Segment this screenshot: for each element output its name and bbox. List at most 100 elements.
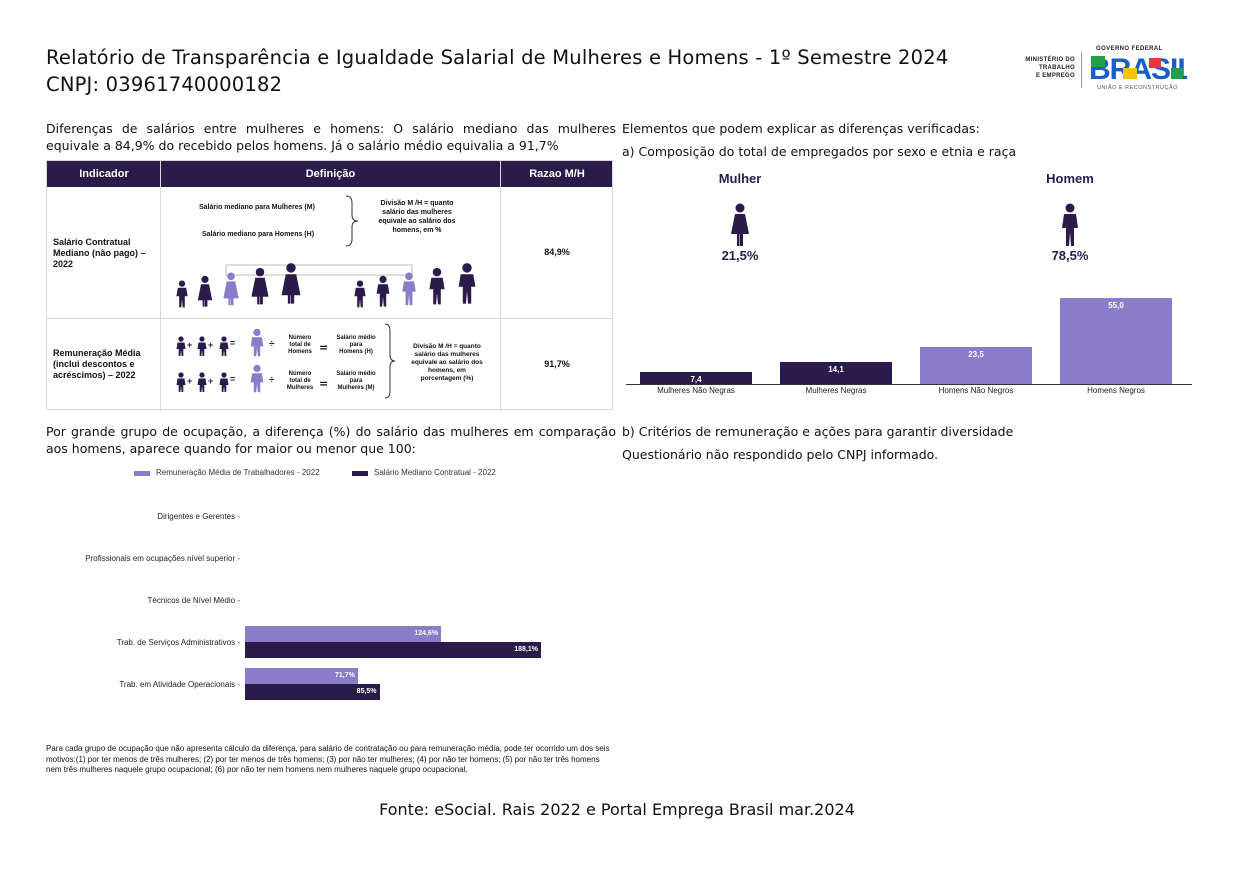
- equals-2: =: [319, 377, 329, 390]
- occupation-bar: [245, 668, 358, 684]
- occupation-bar: [245, 642, 541, 658]
- intro-text: Diferenças de salários entre mulheres e …: [46, 120, 616, 154]
- composition-value-label: 55,0: [1108, 301, 1124, 310]
- avg-women: Salário médio para Mulheres (M): [330, 371, 382, 392]
- row2-div-l1: Divisão M /H = quanto: [413, 343, 481, 350]
- slogan: UNIÃO E RECONSTRUÇÃO: [1097, 85, 1178, 91]
- occupation-value-label: 124,6%: [414, 630, 439, 637]
- man-label: Homem: [1046, 171, 1094, 186]
- row1-div-l3: equivale ao salário dos: [378, 218, 456, 225]
- formula-icons: + + + + = = ÷ ÷: [176, 329, 275, 393]
- occupation-value-label: 85,5%: [356, 688, 377, 695]
- table-header: Indicador Definição Razao M/H: [47, 161, 612, 187]
- occupation-category-label: Técnicos de Nível Médio -: [147, 596, 240, 605]
- page-title: Relatório de Transparência e Igualdade S…: [46, 44, 948, 98]
- count-women: Número total de Mulheres: [283, 371, 317, 392]
- count-men: Número total de Homens: [283, 335, 317, 356]
- logo-divider: [1081, 52, 1082, 88]
- svg-text:÷: ÷: [269, 339, 275, 350]
- occupation-category-label: Trab. em Atividade Operacionais -: [119, 680, 240, 689]
- col-divider-2: [500, 161, 501, 411]
- source-text: Fonte: eSocial. Rais 2022 e Portal Empre…: [379, 800, 855, 819]
- avg-m-l1: Salário médio: [336, 371, 376, 377]
- avg-h-l3: Homens (H): [339, 349, 373, 355]
- equals-1: =: [319, 341, 329, 354]
- composition-bar: [920, 347, 1032, 384]
- composition-category-label: Homens Não Negros: [938, 386, 1014, 395]
- occupation-bar-chart: Remuneração Média de Trabalhadores - 202…: [46, 466, 616, 706]
- woman-pct: 21,5%: [721, 248, 759, 263]
- composition-axis: [626, 384, 1192, 385]
- row2-indicator-l3: acréscimos) – 2022: [53, 370, 136, 380]
- woman-icon: [731, 203, 749, 246]
- composition-bar-chart: 7,4 Mulheres Não Negras 14,1 Mulheres Negra…: [622, 290, 1196, 400]
- count-m-l1: Número: [288, 371, 312, 377]
- composition-value-label: 14,1: [828, 364, 844, 374]
- composition-category-label: Homens Negros: [1087, 386, 1145, 395]
- title-line-1: Relatório de Transparência e Igualdade S…: [46, 46, 949, 69]
- def-women: Salário mediano para Mulheres (M): [199, 204, 315, 211]
- gov-federal-label: GOVERNO FEDERAL: [1096, 46, 1163, 52]
- row1-div-l2: salário das mulheres: [382, 209, 452, 216]
- def-men: Salário mediano para Homens (H): [202, 231, 315, 238]
- occupation-value-label: 71,7%: [334, 672, 355, 679]
- row2-ratio: 91,7%: [544, 359, 570, 369]
- legend-swatch: [134, 471, 150, 476]
- row2-indicator: Remuneração Média (inclui descontos e ac…: [53, 348, 141, 381]
- avg-h-l1: Salário médio: [336, 335, 376, 341]
- count-m-l3: Mulheres: [286, 385, 314, 391]
- right-heading: Elementos que podem explicar as diferenç…: [622, 121, 980, 136]
- header-indicator: Indicador: [79, 168, 129, 180]
- occupation-line-1: Por grande grupo de ocupação, a diferenç…: [46, 424, 616, 439]
- occupation-line-2: aos homens, aparece quando for maior ou …: [46, 441, 416, 456]
- legend-label: Salário Mediano Contratual - 2022: [374, 468, 496, 477]
- occupation-category-label: Profissionais em ocupações nível superio…: [85, 554, 240, 563]
- row2-division: Divisão M /H = quanto salário das mulher…: [395, 343, 499, 383]
- header-definition: Definição: [305, 168, 356, 180]
- count-h-l3: Homens: [288, 349, 312, 355]
- row2-div-l5: porcentagem (%): [420, 375, 474, 382]
- row1-div-l4: homens, em %: [392, 227, 442, 234]
- avg-m-l2: para: [349, 378, 363, 384]
- row1-indicator-l1: Salário Contratual: [53, 237, 131, 247]
- brace-row1: [345, 195, 359, 247]
- avg-men: Salário médio para Homens (H): [330, 335, 382, 356]
- svg-text:+: +: [208, 376, 213, 386]
- avg-m-l3: Mulheres (M): [337, 385, 375, 391]
- count-m-l2: total de: [289, 378, 311, 384]
- header-ratio: Razao M/H: [529, 168, 585, 180]
- brace-row2: [384, 323, 396, 399]
- row2-div-l3: equivale ao salário dos: [411, 359, 483, 366]
- subheading-a: a) Composição do total de empregados por…: [622, 144, 1017, 159]
- row1-indicator-l2: Mediano (não pago) –: [53, 248, 146, 258]
- composition-bar: [780, 361, 892, 384]
- ministry-line-2: TRABALHO: [1038, 65, 1075, 71]
- brasil-logo: BRASIL: [1089, 53, 1196, 86]
- occupation-category-label: Trab. de Serviços Administrativos -: [116, 638, 240, 647]
- row-divider: [47, 318, 612, 319]
- svg-text:+: +: [187, 376, 192, 386]
- row1-division: Divisão M /H = quanto salário das mulher…: [365, 199, 469, 235]
- avg-h-l2: para: [349, 342, 363, 348]
- people-illustration: [176, 263, 476, 308]
- not-answered-text: Questionário não respondido pelo CNPJ in…: [622, 447, 939, 462]
- ministry-line-3: E EMPREGO: [1035, 73, 1075, 79]
- svg-text:+: +: [187, 340, 192, 350]
- composition-bar: [1060, 298, 1172, 384]
- svg-text:÷: ÷: [269, 375, 275, 386]
- woman-label: Mulher: [718, 171, 762, 186]
- ministry-logo: MINISTÉRIO DO TRABALHO E EMPREGO: [1003, 56, 1075, 80]
- footnote: Para cada grupo de ocupação que não apre…: [46, 744, 610, 774]
- occupation-category-label: Dirigentes e Gerentes -: [157, 512, 240, 521]
- svg-text:=: =: [230, 374, 235, 384]
- svg-text:=: =: [230, 338, 235, 348]
- occupation-bar: [245, 626, 442, 642]
- row1-div-l1: Divisão M /H = quanto: [380, 200, 454, 207]
- subheading-b: b) Critérios de remuneração e ações para…: [622, 424, 1014, 439]
- legend-label: Remuneração Média de Trabalhadores - 202…: [156, 468, 320, 477]
- row1-indicator: Salário Contratual Mediano (não pago) – …: [53, 237, 146, 270]
- col-divider-1: [160, 161, 161, 411]
- man-icon: [1062, 203, 1078, 246]
- title-line-2: CNPJ: 03961740000182: [46, 73, 283, 96]
- intro-line-2: equivale a 84,9% do recebido pelos homen…: [46, 138, 559, 153]
